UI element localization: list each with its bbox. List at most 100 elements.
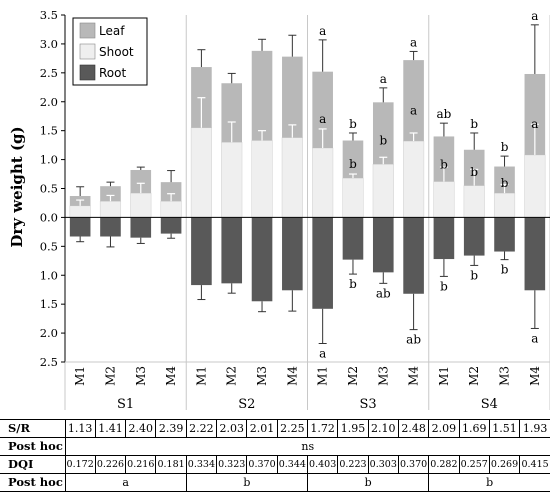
- leaf-bar: [524, 73, 546, 155]
- group-label: S3: [360, 397, 377, 412]
- shoot-bar: [312, 147, 334, 218]
- table-cell: 0.226: [94, 455, 126, 474]
- shoot-significance-letter: b: [470, 165, 478, 179]
- leaf-significance-letter: a: [531, 9, 538, 23]
- row-label: S/R: [0, 419, 65, 438]
- table-cell: 0.269: [488, 455, 520, 474]
- table-cell: 1.95: [337, 419, 369, 438]
- table-cell: 0.370: [397, 455, 429, 474]
- x-tick-label: M2: [467, 366, 481, 386]
- leaf-bar: [160, 182, 182, 202]
- leaf-significance-letter: b: [470, 117, 478, 131]
- leaf-bar: [251, 50, 273, 141]
- shoot-bar: [69, 205, 91, 218]
- table-cell: b: [185, 473, 308, 492]
- y-tick-label: 1.5: [40, 124, 58, 138]
- table-cell: 0.282: [428, 455, 460, 474]
- x-tick-label: M4: [164, 366, 178, 386]
- root-bar: [69, 217, 91, 237]
- leaf-bar: [221, 83, 243, 143]
- root-bar: [494, 217, 515, 252]
- root-bar: [191, 217, 212, 286]
- y-tick-label: 2.5: [40, 355, 58, 369]
- shoot-significance-letter: b: [379, 134, 387, 148]
- table-cell: 2.48: [397, 419, 429, 438]
- y-tick-label: 1.0: [40, 268, 58, 282]
- root-bar: [312, 217, 333, 309]
- y-tick-label: 0.5: [40, 182, 58, 196]
- table-cell: 0.334: [185, 455, 217, 474]
- table-cell: 0.323: [216, 455, 247, 474]
- statistics-table: S/R 1.13 1.41 2.40 2.39 2.22 2.03 2.01 2.25 1.72 1…: [0, 419, 550, 492]
- y-tick-label: 2.5: [40, 66, 58, 80]
- y-tick-labels: 3.5 3.0 2.5 2.0 1.5 1.0 0.5 0.0 0.5 1.0 1.5 2.0 2.5: [40, 8, 58, 369]
- table-cell: 2.22: [185, 419, 217, 438]
- stacked-bar-chart: 3.53.02.52.01.51.00.50.00.51.01.52.02.5 …: [8, 8, 550, 412]
- root-bar: [251, 217, 273, 302]
- root-significance-letter: b: [440, 279, 448, 293]
- y-tick-label: 1.5: [40, 297, 58, 311]
- root-bar: [130, 217, 152, 238]
- group-label: S2: [238, 397, 255, 412]
- x-tick-label: M3: [255, 366, 269, 386]
- table-cell: 2.01: [246, 419, 278, 438]
- table-row: Post hoc a b b b: [0, 473, 550, 492]
- y-tick-label: 0.0: [40, 210, 58, 224]
- legend: Leaf Shoot Root: [72, 17, 148, 86]
- shoot-bar: [130, 192, 152, 218]
- root-significance-letter: ab: [406, 333, 421, 347]
- shoot-significance-letter: b: [501, 176, 509, 190]
- root-bar: [342, 217, 364, 260]
- shoot-bar: [221, 141, 243, 218]
- table-cell: 0.223: [337, 455, 369, 474]
- leaf-bar: [403, 60, 424, 142]
- shoot-significance-letter: a: [531, 117, 538, 131]
- shoot-bar: [403, 140, 425, 218]
- leaf-bar: [282, 56, 303, 138]
- root-significance-letter: b: [470, 268, 478, 282]
- table-cell: b: [306, 473, 429, 492]
- table-cell: 1.41: [94, 419, 126, 438]
- table-cell: 2.03: [216, 419, 247, 438]
- shoot-bar: [251, 140, 273, 218]
- y-tick-label: 0.5: [40, 239, 58, 253]
- leaf-significance-letter: b: [349, 117, 357, 131]
- x-tick-labels: M1 M2 M3 M4 M1 M2 M3 M4 M1 M2 M3 M4 M1 M2 M3 M4 S1 S2 S3 S4: [73, 366, 542, 412]
- row-label: Post hoc: [0, 473, 65, 492]
- shoot-bar: [99, 200, 122, 218]
- root-bar: [403, 217, 424, 294]
- table-cell: 1.13: [64, 419, 96, 438]
- y-tick-label: 2.0: [40, 326, 58, 340]
- x-tick-label: M4: [285, 366, 299, 386]
- leaf-bar: [342, 140, 364, 179]
- x-tick-label: M4: [407, 366, 421, 386]
- legend-label-shoot: Shoot: [99, 45, 134, 59]
- table-cell: 2.09: [428, 419, 460, 438]
- table-cell: 1.72: [306, 419, 338, 438]
- leaf-significance-letter: a: [380, 72, 387, 86]
- table-cell: 0.303: [367, 455, 399, 474]
- table-cell: 0.415: [519, 455, 550, 474]
- root-bar: [160, 217, 182, 234]
- leaf-bar: [433, 136, 455, 182]
- root-bar: [372, 217, 394, 273]
- shoot-bar: [433, 181, 455, 218]
- root-significance-letter: b: [501, 263, 509, 277]
- legend-swatch-root: [79, 64, 96, 81]
- root-significance-letter: a: [531, 331, 538, 345]
- leaf-bar: [494, 166, 515, 194]
- shoot-significance-letter: b: [440, 157, 448, 171]
- group-label: S1: [117, 397, 134, 412]
- y-tick-label: 2.0: [40, 95, 58, 109]
- root-bar: [524, 217, 546, 291]
- legend-label-root: Root: [99, 66, 126, 80]
- table-cell: 0.370: [246, 455, 278, 474]
- root-bar: [100, 217, 121, 237]
- leaf-bar: [100, 186, 121, 202]
- table-cell: 0.403: [306, 455, 338, 474]
- shoot-bar: [372, 163, 394, 218]
- shoot-bar: [281, 137, 303, 218]
- y-axis-label: Dry weight (g): [8, 126, 26, 247]
- table-cell: b: [428, 473, 550, 492]
- x-tick-label: M4: [528, 366, 542, 386]
